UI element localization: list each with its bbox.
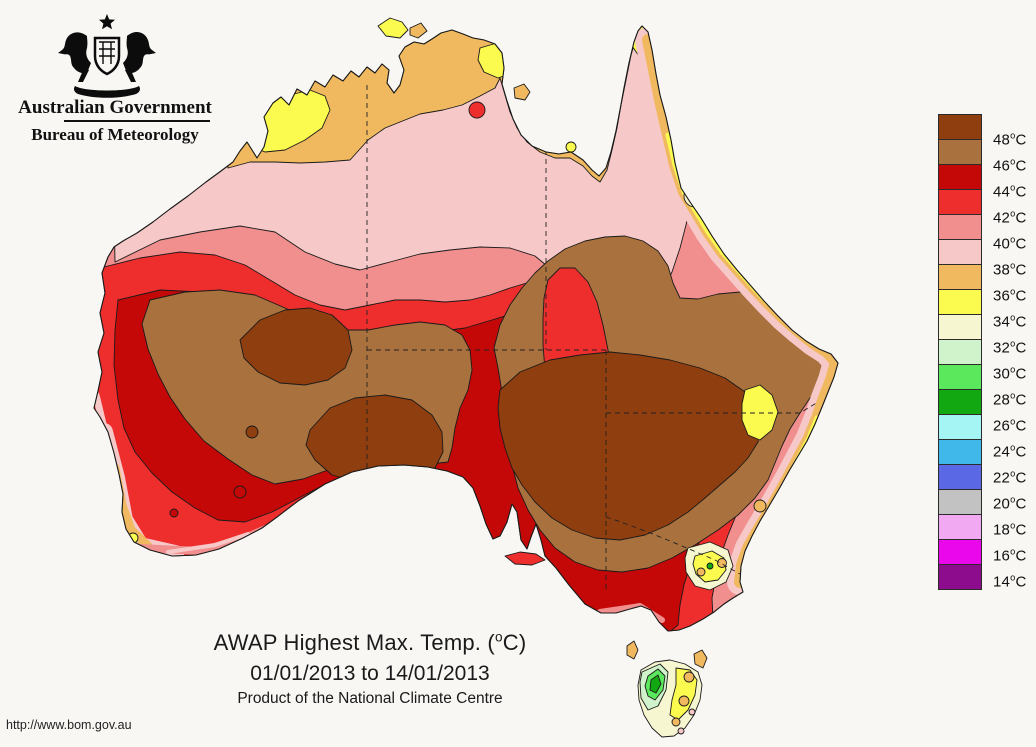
legend-swatch (938, 239, 982, 265)
island-groote (513, 83, 531, 101)
legend-label: 16oC (993, 546, 1027, 565)
legend-swatch (938, 514, 982, 540)
tas-26-28-core (649, 674, 662, 694)
spot-36-38-se-coast (753, 499, 767, 513)
legend-swatch (938, 189, 982, 215)
island-kangaroo (504, 551, 546, 566)
legend-swatch (938, 389, 982, 415)
australian-coat-of-arms-icon (58, 14, 156, 98)
legend-swatch (938, 214, 982, 240)
legend-label: 30oC (993, 364, 1027, 383)
region-48-west-lower (305, 394, 444, 484)
legend-label: 42oC (993, 208, 1027, 227)
legend-label: 26oC (993, 416, 1027, 435)
tasmania (637, 659, 703, 738)
spot-42-44-north (468, 101, 486, 119)
legend-color-scale (938, 114, 982, 590)
border-qld-nsw (606, 401, 819, 414)
island-tiwi (377, 17, 409, 39)
legend-label: 18oC (993, 520, 1027, 539)
patch-34-36-kimberley-coast (289, 56, 303, 70)
header-divider (64, 120, 210, 122)
legend-swatch (938, 139, 982, 165)
tas-36-38-ne (683, 671, 695, 683)
legend-swatch (938, 414, 982, 440)
band-38-40-south-coast (166, 532, 250, 554)
spot-32-34-cairns (683, 184, 707, 208)
island-flinders (693, 649, 708, 669)
legend-swatch (938, 489, 982, 515)
spot-28-30-cairns (687, 188, 703, 204)
patch-34-36-arnhem (477, 41, 523, 79)
region-48-west-upper (239, 307, 353, 386)
map-caption: AWAP Highest Max. Temp. (oC) 01/01/2013 … (175, 630, 565, 708)
border-nsw-vic (605, 516, 741, 575)
legend-swatch (938, 464, 982, 490)
legend-swatch (938, 289, 982, 315)
map-date-range: 01/01/2013 to 14/01/2013 (250, 662, 490, 685)
spot-26-28-cairns (691, 193, 699, 201)
coastline (93, 25, 839, 632)
region-48-east-core (497, 351, 763, 541)
legend-swatch (938, 439, 982, 465)
island-king (626, 640, 639, 660)
legend-label: 38oC (993, 260, 1027, 279)
legend-labels: 48oC 46oC 44oC 42oC 40oC 38oC 36oC 34oC 32oC 30oC… (993, 0, 1036, 747)
spot-36-38-se-coast2 (764, 521, 776, 533)
legend-swatch (938, 364, 982, 390)
tas-38-40-dot2 (677, 727, 685, 735)
legend-swatch (938, 164, 982, 190)
legend-swatch (938, 339, 982, 365)
legend-label: 34oC (993, 312, 1027, 331)
legend-label: 14oC (993, 572, 1027, 591)
spot-36-38-alps2 (696, 567, 706, 577)
map-title: AWAP Highest Max. Temp. (oC) (213, 629, 527, 655)
tas-36-38-e (678, 695, 690, 707)
island-mornington (565, 141, 577, 153)
legend-label: 24oC (993, 442, 1027, 461)
map-product-line: Product of the National Climate Centre (237, 690, 503, 707)
spot-44-46-sw2 (169, 508, 179, 518)
legend-label: 28oC (993, 390, 1027, 409)
legend-label: 32oC (993, 338, 1027, 357)
legend-swatch (938, 539, 982, 565)
legend-label: 40oC (993, 234, 1027, 253)
bom-url: http://www.bom.gov.au (6, 718, 132, 732)
patch-34-36-nsw (741, 384, 779, 441)
spot-44-46-sw (233, 485, 247, 499)
spot-26-28-alps (706, 562, 714, 570)
legend-swatch (938, 264, 982, 290)
legend-swatch (938, 314, 982, 340)
legend-label: 22oC (993, 468, 1027, 487)
legend-label: 20oC (993, 494, 1027, 513)
legend-swatch (938, 114, 982, 140)
legend-label: 48oC (993, 130, 1027, 149)
legend-label: 36oC (993, 286, 1027, 305)
tas-36-38-se (671, 717, 681, 727)
tas-38-40-dot (688, 708, 696, 716)
region-48-west-dot (245, 425, 259, 439)
legend-label: 46oC (993, 156, 1027, 175)
bureau-title: Bureau of Meteorology (31, 125, 199, 144)
government-title: Australian Government (18, 97, 212, 118)
legend-swatch (938, 564, 982, 590)
legend-label: 44oC (993, 182, 1027, 201)
island-tiwi-east (409, 22, 428, 39)
